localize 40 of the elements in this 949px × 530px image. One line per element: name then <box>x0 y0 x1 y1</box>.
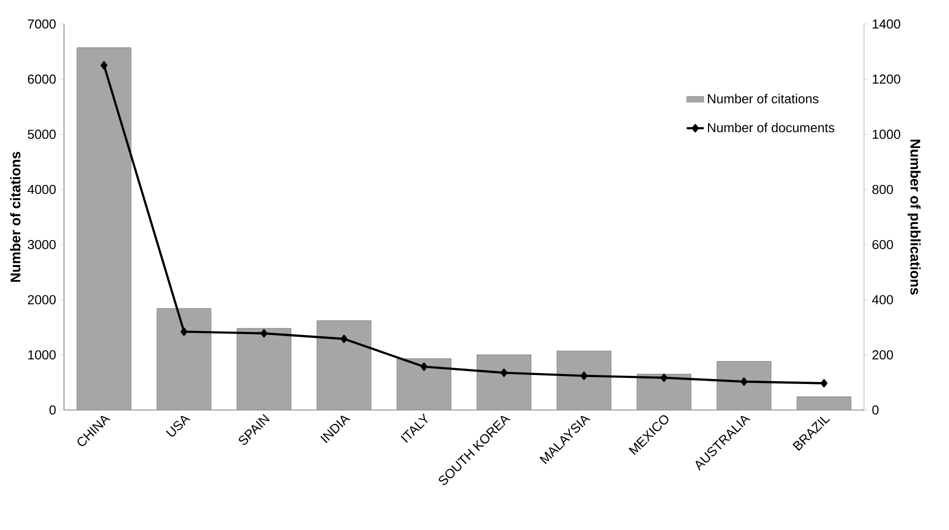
y2-tick-label: 1200 <box>872 74 900 84</box>
bar <box>556 350 612 410</box>
point <box>420 362 428 371</box>
point <box>660 374 668 382</box>
point <box>340 334 348 343</box>
point <box>820 379 828 388</box>
y-tick-label: 5000 <box>28 130 56 139</box>
point <box>580 372 588 380</box>
bar <box>316 320 372 410</box>
y-tick-label: 0 <box>49 405 56 415</box>
y-tick-label: 6000 <box>28 74 56 84</box>
y2-tick-label: 1000 <box>872 130 900 139</box>
y-tick-label: 3000 <box>28 240 56 250</box>
bar <box>476 354 532 410</box>
bar <box>156 308 212 410</box>
y2-tick-label: 200 <box>872 350 893 360</box>
point <box>100 61 108 70</box>
bar <box>236 328 292 410</box>
point <box>180 328 188 336</box>
point <box>260 329 268 338</box>
y2-tick-label: 400 <box>872 295 893 304</box>
y-tick-label: 4000 <box>28 184 56 194</box>
y2-tick-label: 800 <box>872 184 893 194</box>
y2-tick-label: 0 <box>872 405 879 415</box>
y-axis-title: Number of citations <box>10 152 20 282</box>
y-tick-label: 1000 <box>28 350 56 360</box>
legend-label: Number of documents <box>708 122 834 132</box>
y2-tick-label: 1400 <box>872 19 900 29</box>
y2-axis-title: Number of publications <box>908 140 921 295</box>
legend-label: Number of citations <box>708 94 818 104</box>
y-tick-label: 7000 <box>28 19 56 29</box>
point <box>740 378 748 386</box>
point <box>500 368 508 377</box>
bar <box>76 47 132 410</box>
y-tick-label: 2000 <box>28 295 56 304</box>
bar <box>716 361 772 410</box>
bar <box>396 358 452 410</box>
y2-tick-label: 600 <box>872 240 893 250</box>
bar <box>796 396 852 410</box>
x-tick-label: USA <box>166 416 190 436</box>
